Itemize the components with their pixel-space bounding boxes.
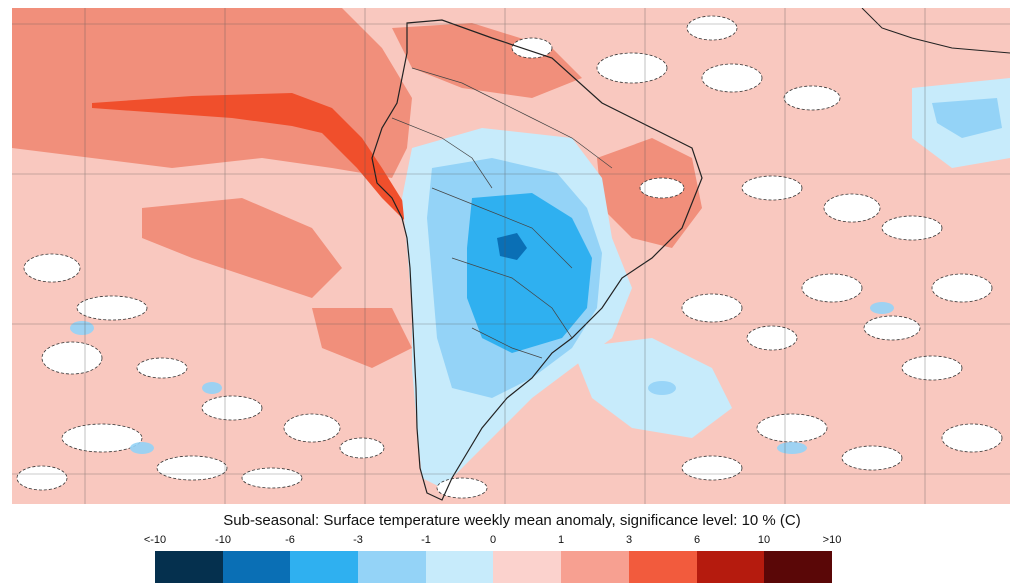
colorbar-tick: <-10 (143, 534, 167, 546)
colorbar-tick: 1 (557, 534, 565, 546)
cool-noise-patches (70, 302, 894, 454)
map-caption: Sub-seasonal: Surface temperature weekly… (223, 512, 801, 529)
colorbar-swatch (425, 551, 494, 583)
colorbar-tick: -3 (353, 534, 363, 546)
warm-pacific-patch-2 (312, 308, 412, 368)
warm-north-patch (392, 23, 582, 98)
colorbar-tick: 10 (757, 534, 771, 546)
grid-lines (12, 8, 1010, 504)
deep-cool-core (497, 233, 527, 260)
colorbar-tick: -1 (421, 534, 431, 546)
africa-coast (861, 8, 1010, 54)
colorbar-swatch (764, 551, 832, 583)
colorbar-swatch (696, 551, 765, 583)
cool-atlantic-patch-3 (932, 98, 1002, 138)
colorbar-swatch (358, 551, 426, 583)
colorbar-swatch (493, 551, 562, 583)
colorbar-tick: -10 (215, 534, 231, 546)
colorbar-tick: >10 (822, 534, 842, 546)
colorbar-swatch (561, 551, 629, 583)
country-borders (391, 67, 613, 359)
strong-warm-tongue (92, 93, 407, 220)
colorbar-tick: 6 (693, 534, 701, 546)
colorbar-swatch (628, 551, 697, 583)
colorbar-swatches (155, 551, 832, 583)
colorbar-tick: 3 (625, 534, 633, 546)
south-america-outline (371, 19, 703, 501)
colorbar-swatch (290, 551, 359, 583)
strong-cool-core (467, 193, 592, 353)
colorbar-swatch (222, 551, 291, 583)
warm-pacific-band (12, 8, 412, 178)
colorbar-tick: -6 (285, 534, 295, 546)
colorbar-tick: 0 (489, 534, 497, 546)
colorbar: <-10 -10 -6 -3 -1 0 1 3 6 10 >10 (144, 534, 842, 584)
colorbar-swatch (155, 551, 223, 583)
warm-pacific-patch (142, 198, 342, 298)
anomaly-map (12, 8, 1010, 504)
